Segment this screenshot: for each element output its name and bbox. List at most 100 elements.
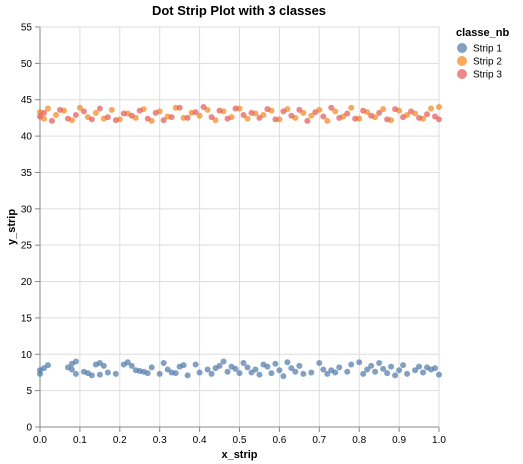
data-point-strip-3 <box>96 105 103 112</box>
x-tick-label: 0.7 <box>312 435 326 446</box>
data-point-strip-1 <box>180 362 187 369</box>
y-tick-label: 45 <box>21 95 33 106</box>
data-point-strip-3 <box>240 112 247 118</box>
data-point-strip-3 <box>152 109 159 116</box>
legend-title: classe_nb <box>456 27 509 39</box>
data-point-strip-3 <box>424 111 431 118</box>
data-point-strip-3 <box>144 115 151 122</box>
x-tick-label: 0.8 <box>352 435 366 446</box>
data-point-strip-1 <box>360 370 367 377</box>
data-point-strip-1 <box>300 370 307 377</box>
data-point-strip-1 <box>100 362 107 369</box>
data-point-strip-1 <box>372 368 379 375</box>
data-point-strip-1 <box>112 370 119 377</box>
data-point-strip-1 <box>244 364 251 371</box>
data-point-strip-3 <box>112 117 119 124</box>
data-point-strip-1 <box>272 360 279 367</box>
data-point-strip-1 <box>308 369 315 376</box>
data-points <box>37 104 442 380</box>
data-point-strip-1 <box>216 362 223 369</box>
data-point-strip-2 <box>324 117 331 124</box>
data-point-strip-1 <box>96 371 103 378</box>
data-point-strip-3 <box>272 116 279 123</box>
y-tick-label: 0 <box>26 423 32 434</box>
data-point-strip-1 <box>436 371 442 378</box>
data-point-strip-3 <box>436 116 442 123</box>
data-point-strip-1 <box>324 370 331 377</box>
legend-symbol <box>457 69 467 79</box>
data-point-strip-2 <box>428 105 435 112</box>
data-point-strip-1 <box>236 370 243 377</box>
data-point-strip-3 <box>184 114 191 121</box>
data-point-strip-1 <box>432 365 439 372</box>
legend: classe_nb Strip 1 Strip 2 Strip 3 <box>456 27 509 81</box>
data-point-strip-3 <box>320 113 327 120</box>
data-point-strip-3 <box>40 109 47 116</box>
y-tick-label: 10 <box>21 350 33 361</box>
legend-label: Strip 3 <box>473 70 502 81</box>
plot-area: 0.0 0.1 0.2 0.3 0.4 0.5 0.6 0.7 0.8 0.9 1.0 0 5 10 15 2… <box>21 23 447 447</box>
data-point-strip-2 <box>380 106 387 113</box>
data-point-strip-3 <box>344 110 351 117</box>
data-point-strip-3 <box>264 106 271 113</box>
data-point-strip-1 <box>284 359 291 366</box>
data-point-strip-3 <box>416 114 423 121</box>
x-tick-label: 0.6 <box>272 435 286 446</box>
data-point-strip-3 <box>280 108 287 115</box>
legend-items: Strip 1 Strip 2 Strip 3 <box>457 43 502 81</box>
data-point-strip-1 <box>356 359 363 366</box>
data-point-strip-1 <box>336 364 343 371</box>
legend-label: Strip 2 <box>473 57 502 68</box>
data-point-strip-2 <box>332 108 339 115</box>
data-point-strip-3 <box>56 106 63 113</box>
x-tick-label: 0.4 <box>193 435 207 446</box>
data-point-strip-1 <box>344 368 351 375</box>
data-point-strip-3 <box>232 105 239 112</box>
data-point-strip-1 <box>364 366 371 373</box>
y-tick-label: 30 <box>21 204 33 215</box>
data-point-strip-1 <box>184 372 191 379</box>
data-point-strip-3 <box>88 116 95 123</box>
data-point-strip-1 <box>256 371 263 378</box>
x-tick-label: 0.2 <box>113 435 127 446</box>
data-point-strip-1 <box>148 364 155 371</box>
data-point-strip-1 <box>400 362 407 369</box>
data-point-strip-3 <box>216 107 223 114</box>
data-point-strip-1 <box>348 361 355 368</box>
data-point-strip-2 <box>348 104 355 111</box>
data-point-strip-1 <box>208 370 215 377</box>
data-point-strip-1 <box>192 361 199 368</box>
data-point-strip-1 <box>316 360 323 366</box>
data-point-strip-3 <box>248 109 255 116</box>
data-point-strip-3 <box>224 115 231 122</box>
y-axis-title: y_strip <box>6 209 18 245</box>
y-tick-label: 40 <box>21 132 33 143</box>
data-point-strip-1 <box>196 369 203 376</box>
data-point-strip-3 <box>176 104 183 111</box>
legend-symbol <box>457 56 467 66</box>
data-point-strip-1 <box>384 370 391 377</box>
data-point-strip-1 <box>376 360 383 366</box>
data-point-strip-3 <box>48 117 55 124</box>
y-tick-label: 50 <box>21 59 33 70</box>
data-point-strip-3 <box>256 114 263 121</box>
x-tick-label: 0.9 <box>392 435 406 446</box>
data-point-strip-1 <box>156 370 163 377</box>
data-point-strip-3 <box>400 114 407 121</box>
y-tick-label: 25 <box>21 241 33 252</box>
y-tick-label: 35 <box>21 168 33 179</box>
data-point-strip-1 <box>252 366 259 373</box>
data-point-strip-1 <box>368 362 375 369</box>
data-point-strip-1 <box>264 363 271 370</box>
chart-title: Dot Strip Plot with 3 classes <box>152 3 326 18</box>
data-point-strip-1 <box>412 367 419 374</box>
data-point-strip-3 <box>304 117 311 124</box>
x-tick-label: 0.5 <box>233 435 247 446</box>
data-point-strip-3 <box>336 114 343 121</box>
data-point-strip-2 <box>436 104 442 110</box>
y-tick-label: 5 <box>26 386 32 397</box>
data-point-strip-1 <box>220 358 227 365</box>
data-point-strip-3 <box>192 109 199 116</box>
data-point-strip-1 <box>388 363 395 370</box>
